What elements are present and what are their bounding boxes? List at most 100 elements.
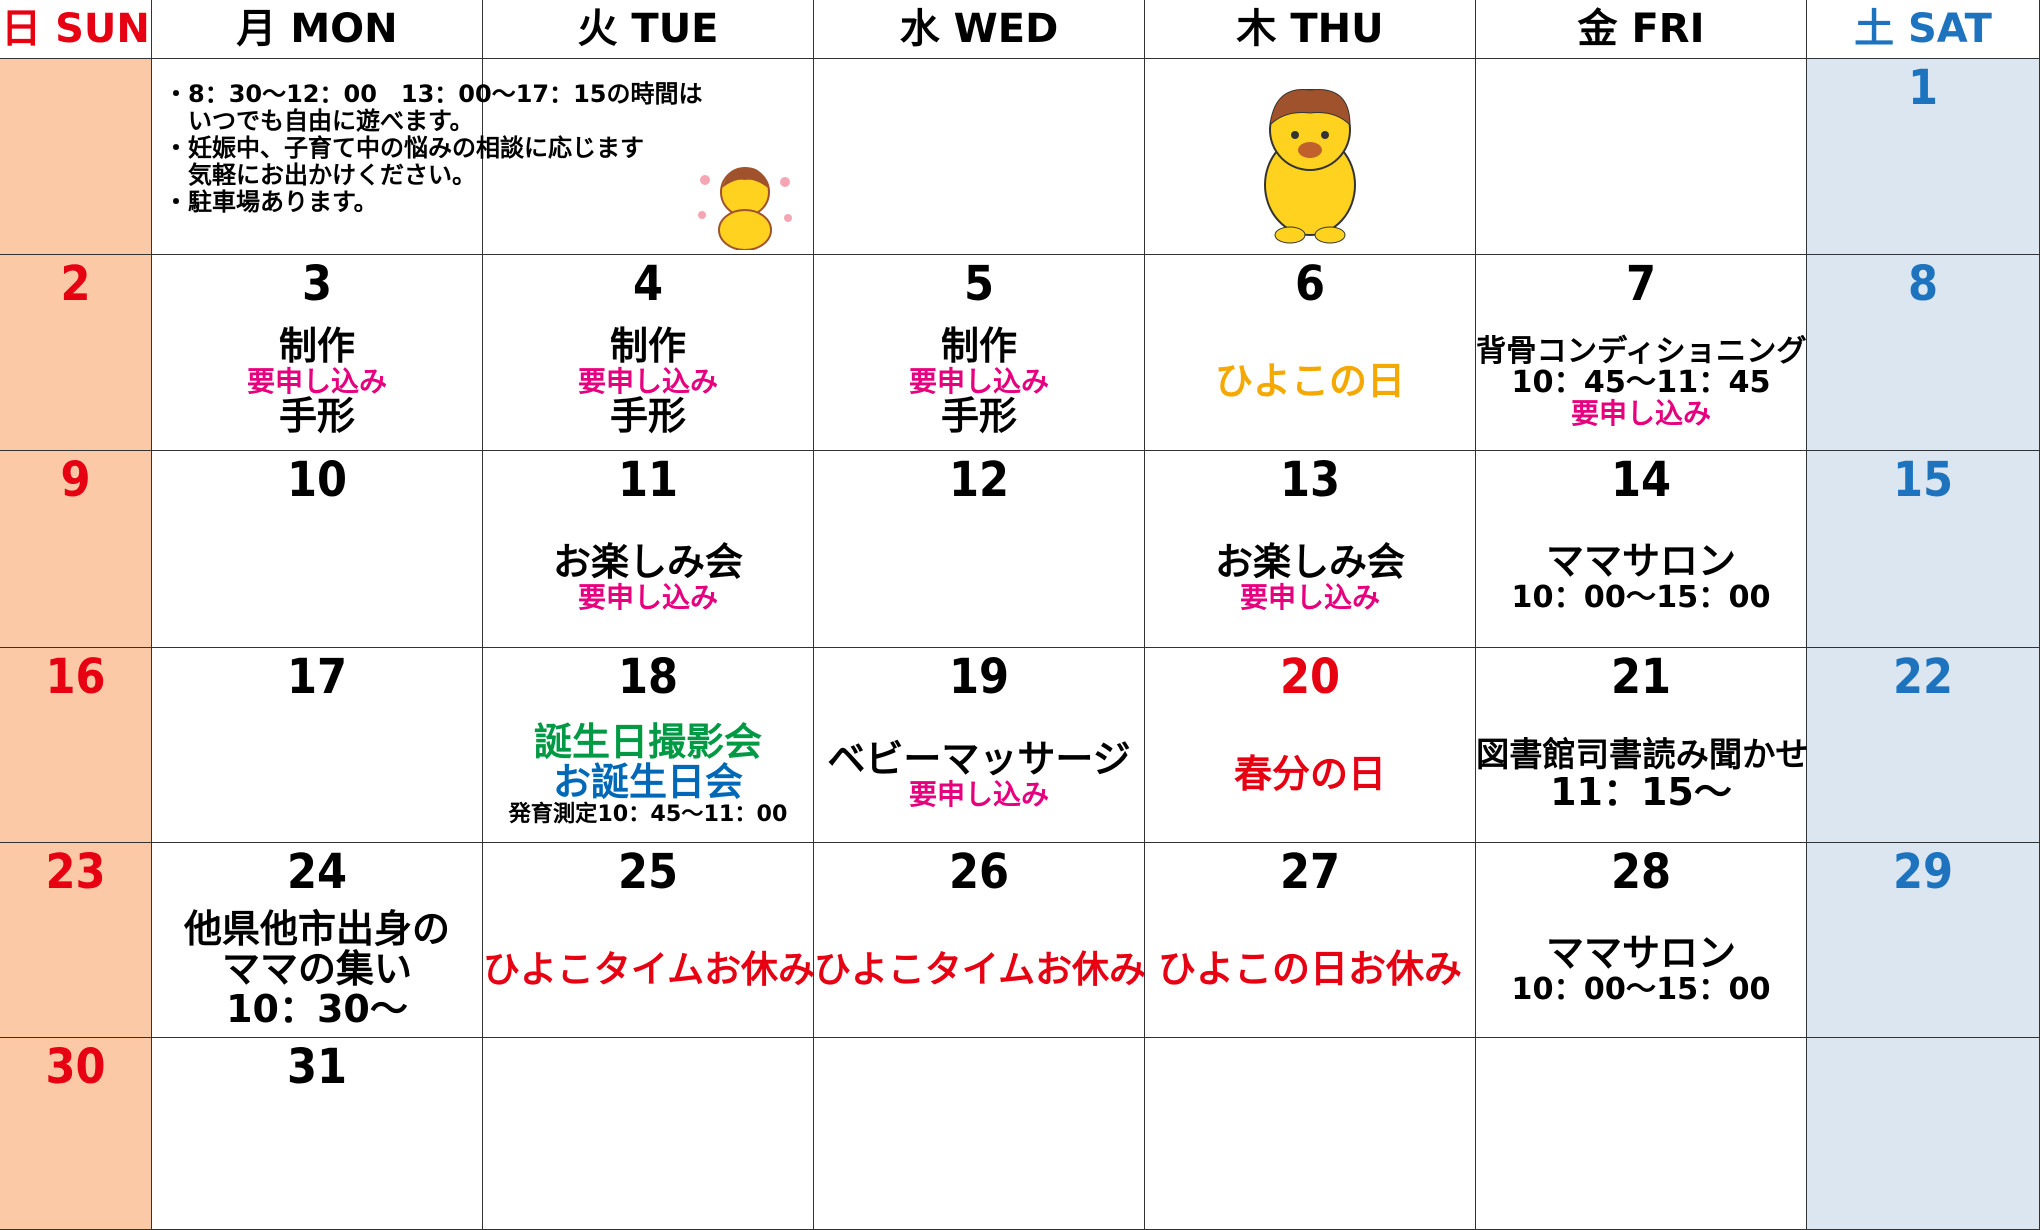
event-text: 10：30～ [226, 986, 408, 1031]
header-cell: 土 SAT [1807, 0, 2040, 59]
day-number: 3 [301, 256, 333, 312]
event-text: 手形 [278, 393, 355, 438]
day-number: 15 [1892, 452, 1954, 508]
event-text: 10：00～15：00 [1511, 580, 1771, 616]
day-cell: 9 [0, 451, 152, 648]
day-cell: ・8：30～12：00 13：00～17：15の時間は いつでも自由に遊べます。… [152, 59, 703, 255]
day-cell: 26 ひよこタイムお休み [814, 843, 1146, 1038]
day-cell: 29 [1807, 843, 2040, 1038]
event-text: 11：15～ [1550, 769, 1732, 814]
event-text: ママサロン [1545, 931, 1736, 976]
event-text: 誕生日撮影会 [533, 720, 762, 765]
header-label: 金 FRI [1577, 6, 1705, 52]
day-number: 25 [617, 844, 679, 900]
day-cell [814, 1038, 1145, 1230]
day-number: 19 [948, 649, 1010, 705]
header-label: 水 WED [899, 6, 1059, 52]
day-number: 1 [1907, 60, 1939, 116]
event-text: お楽しみ会 [552, 540, 743, 585]
day-number: 27 [1279, 844, 1341, 900]
day-cell [1807, 1038, 2040, 1230]
day-cell [814, 59, 1145, 255]
header-label: 日 SUN [1, 6, 150, 52]
day-number: 8 [1907, 256, 1939, 312]
day-cell: 31 [152, 1038, 483, 1230]
day-cell: 18 誕生日撮影会 お誕生日会 発育測定10：45～11：00 [483, 648, 814, 843]
day-cell: 24 他県他市出身の ママの集い 10：30～ [152, 843, 483, 1038]
event-text: 図書館司書読み聞かせ [1476, 734, 1809, 774]
day-cell: 25 ひよこタイムお休み [483, 843, 815, 1038]
day-cell: 10 [152, 451, 483, 648]
event-text: ひよこタイムお休み [814, 947, 1146, 991]
day-cell: 14 ママサロン 10：00～15：00 [1476, 451, 1807, 648]
header-cell: 日 SUN [0, 0, 152, 59]
event-text: 10：45～11：45 [1511, 365, 1771, 401]
day-cell: 20 春分の日 [1145, 648, 1476, 843]
header-cell: 月 MON [152, 0, 483, 59]
day-cell: 3 制作 要申し込み 手形 [152, 255, 483, 451]
event-text: 他県他市出身の [183, 907, 450, 952]
event-text: お誕生日会 [552, 760, 743, 805]
day-cell: 30 [0, 1038, 152, 1230]
day-cell: 8 [1807, 255, 2040, 451]
event-text: 要申し込み [1239, 581, 1380, 615]
day-cell: 1 [1807, 59, 2040, 255]
notice-line: ・妊娠中、子育て中の悩みの相談に応じます [164, 134, 644, 162]
notice-line: 気軽にお出かけください。 [164, 161, 476, 189]
event-text: 要申し込み [1570, 397, 1711, 431]
notice-text: ・8：30～12：00 13：00～17：15の時間は いつでも自由に遊べます。… [164, 81, 703, 216]
day-cell: 13 お楽しみ会 要申し込み [1145, 451, 1476, 648]
day-number: 24 [286, 844, 348, 900]
day-cell [0, 59, 152, 255]
notice-line: ・駐車場あります。 [164, 188, 378, 216]
event-text: ママの集い [221, 947, 412, 992]
day-number: 5 [963, 256, 995, 312]
day-cell: 7 背骨コンディショニング 10：45～11：45 要申し込み [1476, 255, 1807, 451]
header-cell: 木 THU [1145, 0, 1476, 59]
day-number: 17 [286, 649, 348, 705]
day-number: 18 [617, 649, 679, 705]
day-cell: 15 [1807, 451, 2040, 648]
header-label: 月 MON [236, 6, 398, 52]
event-text: 背骨コンディショニング [1476, 333, 1807, 369]
day-cell: 22 [1807, 648, 2040, 843]
event-text: 要申し込み [577, 365, 718, 399]
day-number: 16 [45, 649, 106, 705]
event-text: ママサロン [1545, 539, 1736, 584]
event-text: 春分の日 [1233, 752, 1386, 797]
day-cell [1476, 59, 1807, 255]
day-cell: 16 [0, 648, 152, 843]
day-number: 28 [1610, 844, 1672, 900]
day-number: 7 [1625, 256, 1657, 312]
event-text: ベビーマッサージ [827, 737, 1131, 782]
notice-line: ・8：30～12：00 13：00～17：15の時間は [164, 80, 703, 108]
bear-illustration [1264, 88, 1356, 244]
event-text: 10：00～15：00 [1511, 972, 1771, 1008]
header-cell: 火 TUE [483, 0, 814, 59]
day-cell: 11 お楽しみ会 要申し込み [483, 451, 814, 648]
event-text: 制作 [278, 324, 355, 369]
small-bear-illustration [698, 167, 792, 250]
event-text: 要申し込み [908, 778, 1049, 812]
event-text: 手形 [609, 393, 686, 438]
day-cell: 19 ベビーマッサージ 要申し込み [814, 648, 1145, 843]
day-number: 23 [45, 844, 106, 900]
event-text: ひよこタイムお休み [483, 947, 815, 991]
day-number: 22 [1892, 649, 1954, 705]
day-number: 20 [1279, 649, 1341, 705]
day-cell: 4 制作 要申し込み 手形 [483, 255, 814, 451]
event-text: ひよこの日お休み [1157, 947, 1462, 992]
day-number: 13 [1279, 452, 1341, 508]
day-cell: 5 制作 要申し込み 手形 [814, 255, 1145, 451]
event-text: 手形 [940, 393, 1017, 438]
day-cell [1476, 1038, 1807, 1230]
day-number: 30 [45, 1039, 106, 1095]
header-cell: 金 FRI [1476, 0, 1807, 59]
day-number: 14 [1610, 452, 1672, 508]
notice-line: いつでも自由に遊べます。 [164, 107, 474, 135]
day-cell: 17 [152, 648, 483, 843]
event-text: お楽しみ会 [1214, 540, 1405, 585]
header-cell: 水 WED [814, 0, 1145, 59]
day-cell [1145, 1038, 1476, 1230]
